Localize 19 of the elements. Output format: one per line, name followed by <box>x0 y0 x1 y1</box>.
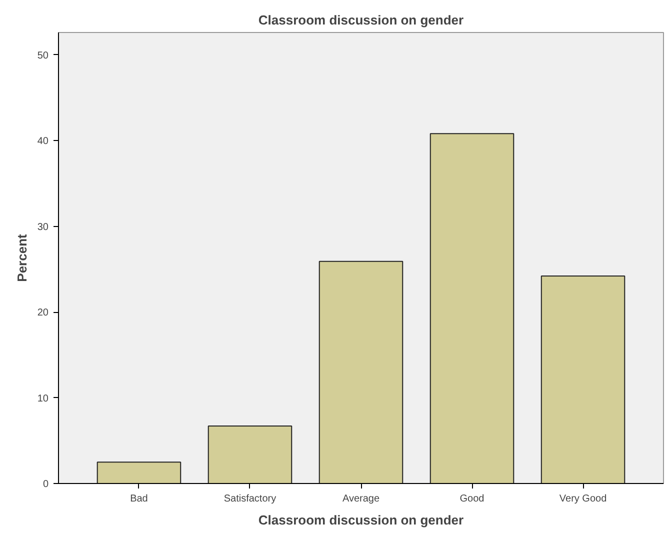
chart-title: Classroom discussion on gender <box>258 12 464 28</box>
y-tick-label: 30 <box>37 222 49 233</box>
x-tick-label: Very Good <box>559 494 607 504</box>
x-tick-label: Bad <box>130 494 148 504</box>
y-tick-label: 10 <box>37 393 49 404</box>
y-tick-label: 0 <box>42 479 49 490</box>
y-axis-title: Percent <box>14 233 30 282</box>
x-axis-title: Classroom discussion on gender <box>258 512 464 528</box>
bar <box>208 426 292 484</box>
bar <box>318 260 404 484</box>
x-tick-label: Average <box>342 494 380 504</box>
y-tick-label: 50 <box>37 50 49 62</box>
x-tick-label: Good <box>460 494 484 504</box>
y-tick-label: 40 <box>37 136 49 148</box>
bar <box>540 276 626 484</box>
y-tick-label: 20 <box>37 308 49 319</box>
bar <box>430 133 514 484</box>
bar <box>96 462 182 484</box>
x-tick-label: Satisfactory <box>224 494 276 504</box>
